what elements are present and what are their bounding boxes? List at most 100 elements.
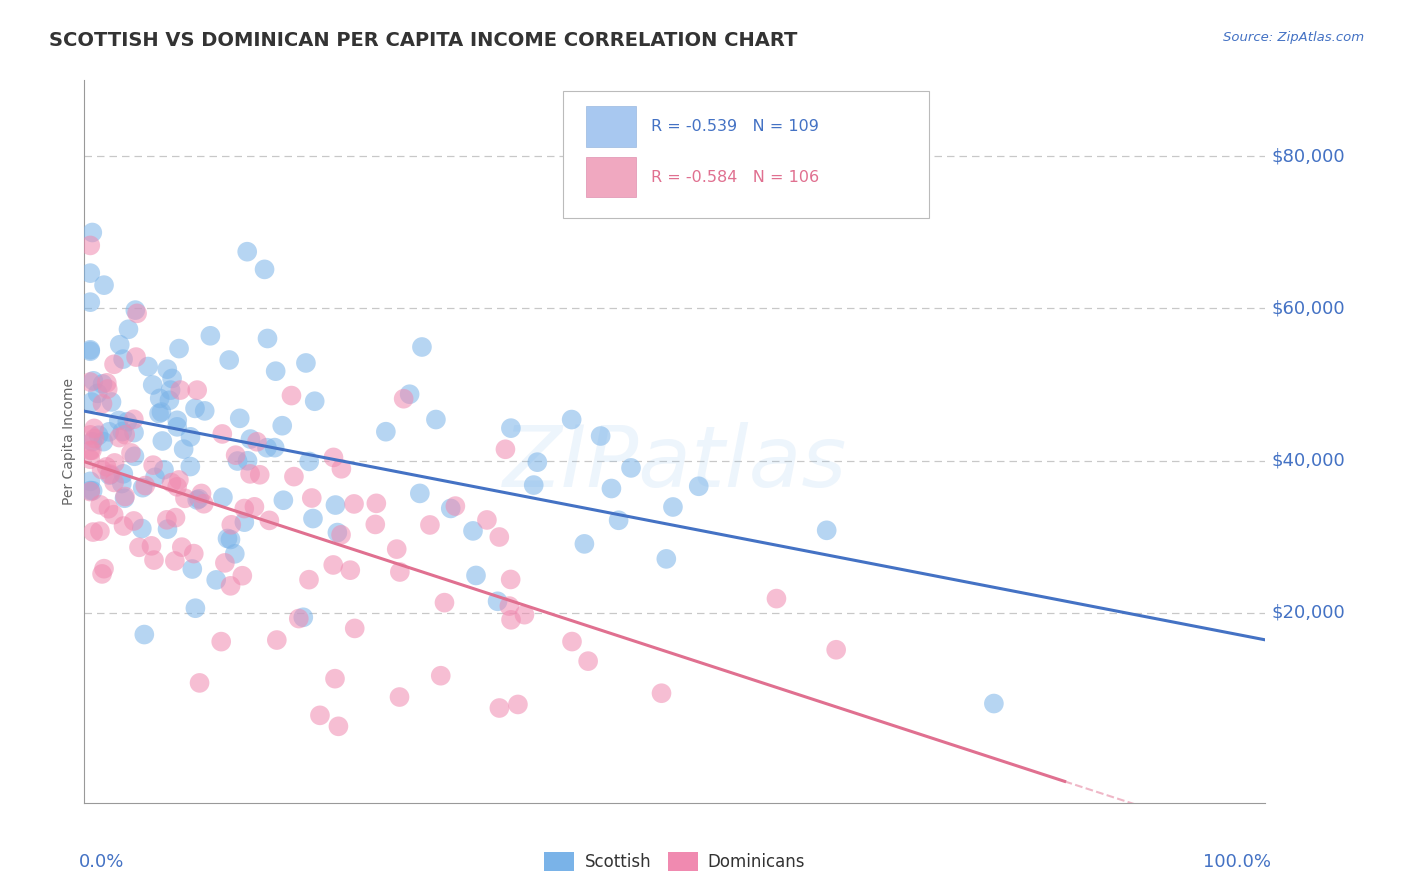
Point	[574, 537, 596, 551]
Point	[104, 456, 127, 470]
Point	[111, 476, 134, 491]
Point	[561, 634, 583, 648]
Point	[280, 388, 302, 402]
Point	[179, 430, 201, 444]
Point	[322, 450, 344, 465]
Y-axis label: Per Capita Income: Per Capita Income	[62, 378, 76, 505]
Point	[301, 491, 323, 505]
Point	[79, 266, 101, 280]
Point	[89, 498, 111, 512]
Point	[488, 530, 510, 544]
Point	[219, 533, 242, 547]
Point	[650, 686, 672, 700]
Point	[157, 393, 180, 408]
Point	[89, 524, 111, 539]
Point	[143, 553, 166, 567]
Point	[160, 475, 183, 490]
Point	[124, 450, 146, 464]
Point	[392, 392, 415, 406]
Point	[98, 468, 121, 483]
Point	[173, 442, 195, 457]
Point	[323, 672, 346, 686]
Point	[82, 434, 104, 449]
Point	[156, 522, 179, 536]
Point	[79, 428, 101, 442]
Point	[82, 483, 104, 498]
Point	[561, 412, 583, 426]
Point	[200, 328, 222, 343]
Point	[184, 401, 207, 416]
Point	[229, 411, 252, 425]
Point	[209, 634, 232, 648]
Point	[249, 467, 271, 482]
Point	[266, 633, 288, 648]
Point	[343, 497, 366, 511]
Point	[607, 513, 630, 527]
Point	[243, 500, 266, 514]
Point	[236, 454, 259, 468]
Text: R = -0.584   N = 106: R = -0.584 N = 106	[651, 169, 820, 185]
Point	[90, 462, 112, 476]
Point	[292, 610, 315, 624]
Point	[214, 556, 236, 570]
Point	[163, 554, 186, 568]
Point	[576, 654, 599, 668]
Point	[461, 524, 484, 538]
Point	[79, 344, 101, 359]
Point	[224, 547, 246, 561]
Point	[117, 322, 139, 336]
Point	[79, 443, 101, 458]
Legend: Scottish, Dominicans: Scottish, Dominicans	[538, 845, 811, 878]
Point	[506, 698, 529, 712]
Point	[97, 382, 120, 396]
Point	[219, 517, 242, 532]
Point	[150, 405, 173, 419]
Point	[326, 525, 349, 540]
Point	[218, 353, 240, 368]
Point	[765, 591, 787, 606]
Point	[366, 496, 388, 510]
Point	[80, 395, 103, 409]
Point	[385, 542, 408, 557]
Point	[226, 454, 249, 468]
Point	[183, 547, 205, 561]
Point	[125, 306, 148, 320]
Point	[79, 484, 101, 499]
Point	[134, 478, 156, 492]
Point	[141, 539, 163, 553]
Point	[246, 434, 269, 449]
Point	[91, 397, 114, 411]
Point	[98, 425, 121, 439]
Text: R = -0.539   N = 109: R = -0.539 N = 109	[651, 119, 820, 134]
Point	[425, 412, 447, 426]
Point	[429, 669, 451, 683]
Point	[112, 519, 135, 533]
Point	[108, 431, 131, 445]
Point	[114, 427, 136, 442]
Point	[271, 418, 294, 433]
Point	[142, 458, 165, 472]
Point	[153, 463, 176, 477]
Point	[498, 599, 520, 613]
Point	[374, 425, 396, 439]
Point	[166, 413, 188, 427]
Point	[79, 295, 101, 310]
Point	[111, 425, 134, 439]
Point	[339, 563, 361, 577]
Point	[167, 342, 190, 356]
Point	[188, 491, 211, 506]
Point	[486, 594, 509, 608]
Point	[112, 467, 135, 481]
Point	[148, 407, 170, 421]
Point	[259, 513, 281, 527]
Point	[253, 262, 276, 277]
Point	[409, 486, 432, 500]
Point	[620, 461, 643, 475]
Point	[364, 517, 387, 532]
Point	[143, 470, 166, 484]
Point	[112, 352, 135, 367]
Point	[166, 420, 188, 434]
Point	[93, 562, 115, 576]
Point	[131, 522, 153, 536]
Point	[211, 426, 233, 441]
